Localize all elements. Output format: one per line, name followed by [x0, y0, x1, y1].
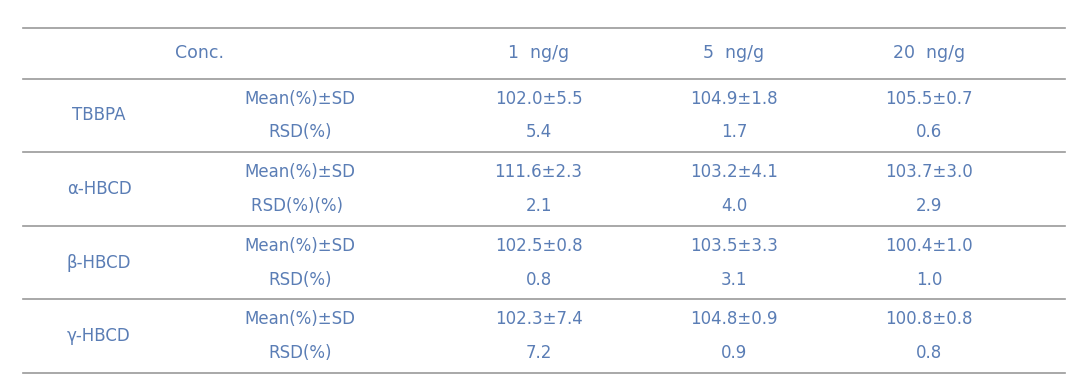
- Text: TBBPA: TBBPA: [72, 106, 126, 125]
- Text: RSD(%): RSD(%): [268, 124, 332, 141]
- Text: 1  ng/g: 1 ng/g: [508, 44, 569, 62]
- Text: α-HBCD: α-HBCD: [66, 180, 132, 198]
- Text: Conc.: Conc.: [175, 44, 224, 62]
- Text: 100.4±1.0: 100.4±1.0: [886, 237, 973, 255]
- Text: γ-HBCD: γ-HBCD: [67, 327, 131, 345]
- Text: 5.4: 5.4: [526, 124, 552, 141]
- Text: 111.6±2.3: 111.6±2.3: [495, 163, 582, 181]
- Text: 100.8±0.8: 100.8±0.8: [886, 310, 973, 328]
- Text: 1.7: 1.7: [720, 124, 747, 141]
- Text: 102.3±7.4: 102.3±7.4: [495, 310, 582, 328]
- Text: Mean(%)±SD: Mean(%)±SD: [245, 237, 356, 255]
- Text: 1.0: 1.0: [916, 271, 942, 288]
- Text: 105.5±0.7: 105.5±0.7: [886, 90, 973, 108]
- Text: Mean(%)±SD: Mean(%)±SD: [245, 90, 356, 108]
- Text: 0.8: 0.8: [526, 271, 552, 288]
- Text: Mean(%)±SD: Mean(%)±SD: [245, 163, 356, 181]
- Text: 2.9: 2.9: [916, 197, 942, 215]
- Text: 103.2±4.1: 103.2±4.1: [690, 163, 778, 181]
- Text: 20  ng/g: 20 ng/g: [893, 44, 965, 62]
- Text: β-HBCD: β-HBCD: [66, 253, 132, 272]
- Text: 104.8±0.9: 104.8±0.9: [690, 310, 778, 328]
- Text: RSD(%): RSD(%): [268, 344, 332, 362]
- Text: 3.1: 3.1: [720, 271, 747, 288]
- Text: 5  ng/g: 5 ng/g: [703, 44, 765, 62]
- Text: 102.5±0.8: 102.5±0.8: [495, 237, 582, 255]
- Text: RSD(%): RSD(%): [268, 271, 332, 288]
- Text: 7.2: 7.2: [526, 344, 552, 362]
- Text: 0.9: 0.9: [720, 344, 747, 362]
- Text: 4.0: 4.0: [720, 197, 747, 215]
- Text: 103.7±3.0: 103.7±3.0: [886, 163, 973, 181]
- Text: Mean(%)±SD: Mean(%)±SD: [245, 310, 356, 328]
- Text: 2.1: 2.1: [526, 197, 552, 215]
- Text: 104.9±1.8: 104.9±1.8: [690, 90, 778, 108]
- Text: RSD(%)(%): RSD(%)(%): [251, 197, 348, 215]
- Text: 102.0±5.5: 102.0±5.5: [495, 90, 582, 108]
- Text: 0.8: 0.8: [916, 344, 942, 362]
- Text: 0.6: 0.6: [916, 124, 942, 141]
- Text: 103.5±3.3: 103.5±3.3: [690, 237, 778, 255]
